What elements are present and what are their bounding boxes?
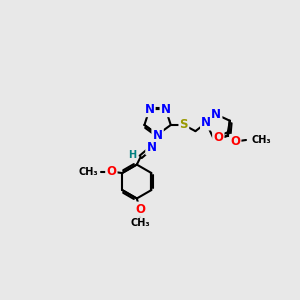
Text: O: O bbox=[230, 135, 240, 148]
Text: CH₃: CH₃ bbox=[79, 167, 98, 176]
Text: O: O bbox=[106, 165, 116, 178]
Text: O: O bbox=[135, 203, 145, 216]
Text: N: N bbox=[145, 103, 154, 116]
Text: N: N bbox=[201, 116, 211, 129]
Text: S: S bbox=[180, 118, 188, 131]
Text: N: N bbox=[161, 103, 171, 116]
Text: CH₃: CH₃ bbox=[130, 218, 150, 228]
Text: CH₃: CH₃ bbox=[251, 135, 271, 145]
Text: H: H bbox=[128, 150, 136, 160]
Text: N: N bbox=[146, 141, 156, 154]
Text: N: N bbox=[211, 108, 221, 121]
Text: N: N bbox=[153, 129, 163, 142]
Text: O: O bbox=[213, 131, 223, 144]
